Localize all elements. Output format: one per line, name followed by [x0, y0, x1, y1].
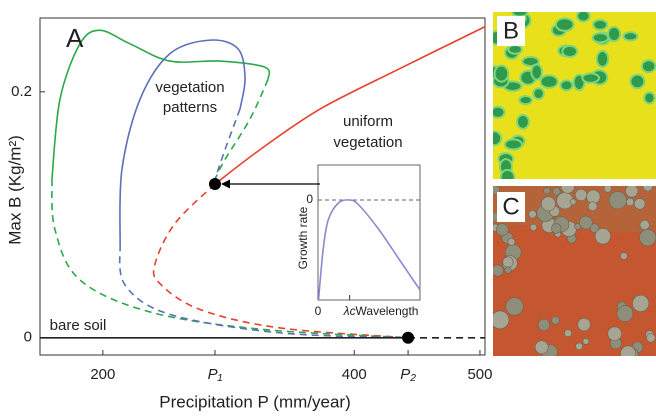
shrub: [564, 330, 571, 337]
vegetation-spot: [644, 92, 654, 103]
figure: B C 0 0.2 200 P₁ 400 P₂ 500 Precipitation P (mm…: [0, 0, 656, 417]
annotation: uniform: [343, 113, 393, 130]
shrub: [491, 311, 509, 329]
shrub: [646, 334, 655, 343]
vegetation-spot: [562, 46, 577, 57]
shrub: [570, 199, 576, 205]
vegetation-spot: [517, 115, 529, 129]
x-axis-title: Precipitation P (mm/year): [159, 392, 350, 411]
shrub: [496, 224, 508, 236]
x-tick-label: λc: [343, 304, 356, 318]
shrub: [621, 346, 636, 361]
x-axis-title: Wavelength: [356, 304, 419, 318]
shrub: [551, 316, 559, 324]
shrub: [492, 265, 503, 276]
vegetation-spot: [577, 11, 590, 22]
x-tick-label: 400: [342, 366, 367, 383]
vegetation-spot: [560, 80, 572, 90]
shrub: [587, 190, 601, 204]
shrub: [626, 185, 638, 197]
panel-label: C: [502, 193, 519, 220]
y-axis-title: Growth rate: [296, 206, 310, 269]
shrub: [506, 298, 524, 316]
bifurcation-point: [402, 332, 414, 344]
vegetation-spot: [630, 75, 644, 89]
panel-label: A: [66, 23, 84, 53]
annotation: bare soil: [50, 317, 107, 334]
y-axis-title: Max B (Kg/m²): [5, 135, 24, 245]
shrub: [544, 187, 551, 194]
x-tick-label: 0: [315, 304, 322, 318]
vegetation-spot: [533, 88, 544, 99]
shrub: [561, 180, 574, 193]
shrub: [595, 229, 611, 245]
vegetation-spot: [508, 45, 522, 54]
shrub: [529, 210, 537, 218]
y-tick-label: 0: [24, 329, 32, 346]
shrub: [530, 224, 537, 231]
vegetation-spot: [608, 27, 620, 41]
shrub: [639, 229, 656, 246]
vegetation-spot: [491, 107, 505, 118]
shrub: [632, 295, 648, 311]
vegetation-spot: [541, 75, 558, 88]
vegetation-spot: [495, 66, 509, 82]
x-tick-label: 500: [467, 366, 492, 383]
shrub: [634, 198, 645, 209]
annotation: vegetation: [155, 79, 224, 96]
vegetation-spot: [623, 32, 637, 40]
shrub: [553, 188, 561, 196]
annotation: vegetation: [333, 134, 402, 151]
vegetation-spot: [519, 96, 532, 104]
shrub: [626, 198, 634, 206]
y-tick-label: 0: [306, 192, 313, 206]
vegetation-spot: [501, 170, 515, 185]
shrub: [538, 319, 550, 331]
shrub: [575, 224, 581, 230]
shrub: [541, 197, 555, 211]
shrub: [508, 238, 515, 245]
vegetation-spot: [531, 64, 542, 79]
x-tick-label: 200: [90, 366, 115, 383]
vegetation-spot: [556, 18, 574, 30]
bifurcation-point: [209, 178, 221, 190]
shrub: [578, 318, 591, 331]
vegetation-spot: [488, 131, 502, 145]
panel-label: B: [503, 17, 519, 44]
shrub: [505, 267, 511, 273]
shrub: [608, 327, 622, 341]
vegetation-spot: [593, 20, 607, 30]
shrub: [640, 220, 650, 230]
vegetation-spot: [597, 51, 608, 67]
shrub: [588, 202, 597, 211]
shrub: [503, 257, 514, 268]
x-tick-label: P₂: [400, 366, 416, 383]
soil-patch: [493, 225, 656, 356]
shrub: [617, 306, 633, 322]
vegetation-spot: [642, 60, 656, 72]
x-tick-label: P₁: [208, 366, 223, 383]
plot-frame: [318, 165, 420, 300]
vegetation-spot: [512, 8, 527, 17]
shrub: [551, 224, 561, 234]
shrub: [575, 189, 587, 201]
shrub: [535, 341, 548, 354]
vegetation-spot: [505, 139, 522, 149]
shrub: [583, 338, 589, 344]
vegetation-spot: [593, 33, 608, 42]
shrub: [620, 253, 627, 260]
shrub: [604, 185, 612, 193]
shrub: [576, 343, 583, 350]
shrub: [609, 191, 627, 209]
annotation: patterns: [163, 99, 217, 116]
shrub: [643, 181, 653, 191]
y-tick-label: 0.2: [11, 83, 32, 100]
vegetation-spot: [582, 73, 599, 82]
